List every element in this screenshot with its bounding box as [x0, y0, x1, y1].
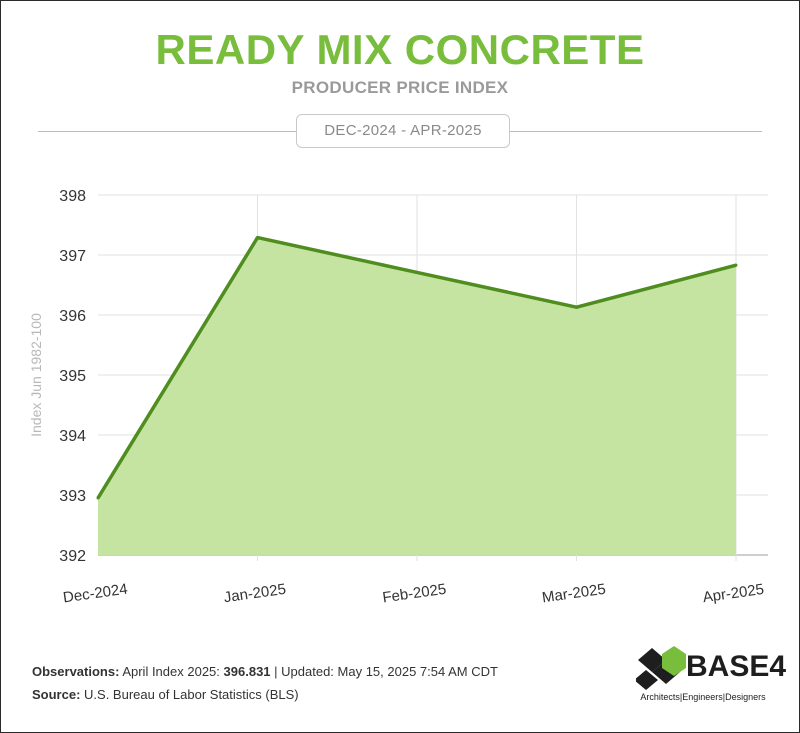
y-tick-label: 396 — [59, 308, 86, 325]
x-tick-label: Apr-2025 — [702, 581, 765, 606]
logo-tagline: Architects|Engineers|Designers — [640, 692, 766, 702]
source-label: Source: — [32, 687, 81, 702]
chart-title: READY MIX CONCRETE — [155, 26, 645, 73]
y-tick-label: 395 — [59, 368, 86, 385]
y-tick-label: 398 — [59, 188, 86, 205]
area-fill — [98, 237, 736, 555]
y-axis-label: Index Jun 1982-100 — [28, 313, 44, 437]
x-tick-label: Mar-2025 — [541, 581, 607, 607]
date-range-badge: DEC-2024 - APR-2025 — [296, 114, 510, 148]
data-point — [96, 496, 100, 500]
data-point — [256, 236, 259, 240]
divider-left — [38, 131, 296, 132]
observations-label: Observations: — [32, 664, 120, 679]
x-tick-label: Dec-2024 — [62, 581, 129, 607]
updated-text: | Updated: May 15, 2025 7:54 AM CDT — [274, 664, 498, 679]
base4-logo-icon — [636, 646, 686, 690]
chart-subtitle: PRODUCER PRICE INDEX — [291, 78, 509, 97]
data-point — [575, 305, 578, 309]
observations-line: Observations: April Index 2025: 396.831 … — [32, 664, 498, 679]
source-text: U.S. Bureau of Labor Statistics (BLS) — [84, 687, 299, 702]
x-tick-label: Feb-2025 — [381, 581, 447, 607]
data-point — [734, 263, 738, 267]
source-line: Source: U.S. Bureau of Labor Statistics … — [32, 687, 299, 702]
logo-name: BASE4 — [686, 650, 787, 683]
data-point — [415, 270, 419, 274]
observations-value: 396.831 — [223, 664, 271, 679]
y-tick-label: 397 — [59, 248, 86, 265]
y-tick-label: 394 — [59, 428, 86, 445]
x-tick-label: Jan-2025 — [223, 581, 287, 607]
y-tick-label: 392 — [59, 548, 86, 565]
observations-text: April Index 2025: — [122, 664, 220, 679]
y-tick-label: 393 — [59, 488, 86, 505]
divider-right — [510, 131, 762, 132]
